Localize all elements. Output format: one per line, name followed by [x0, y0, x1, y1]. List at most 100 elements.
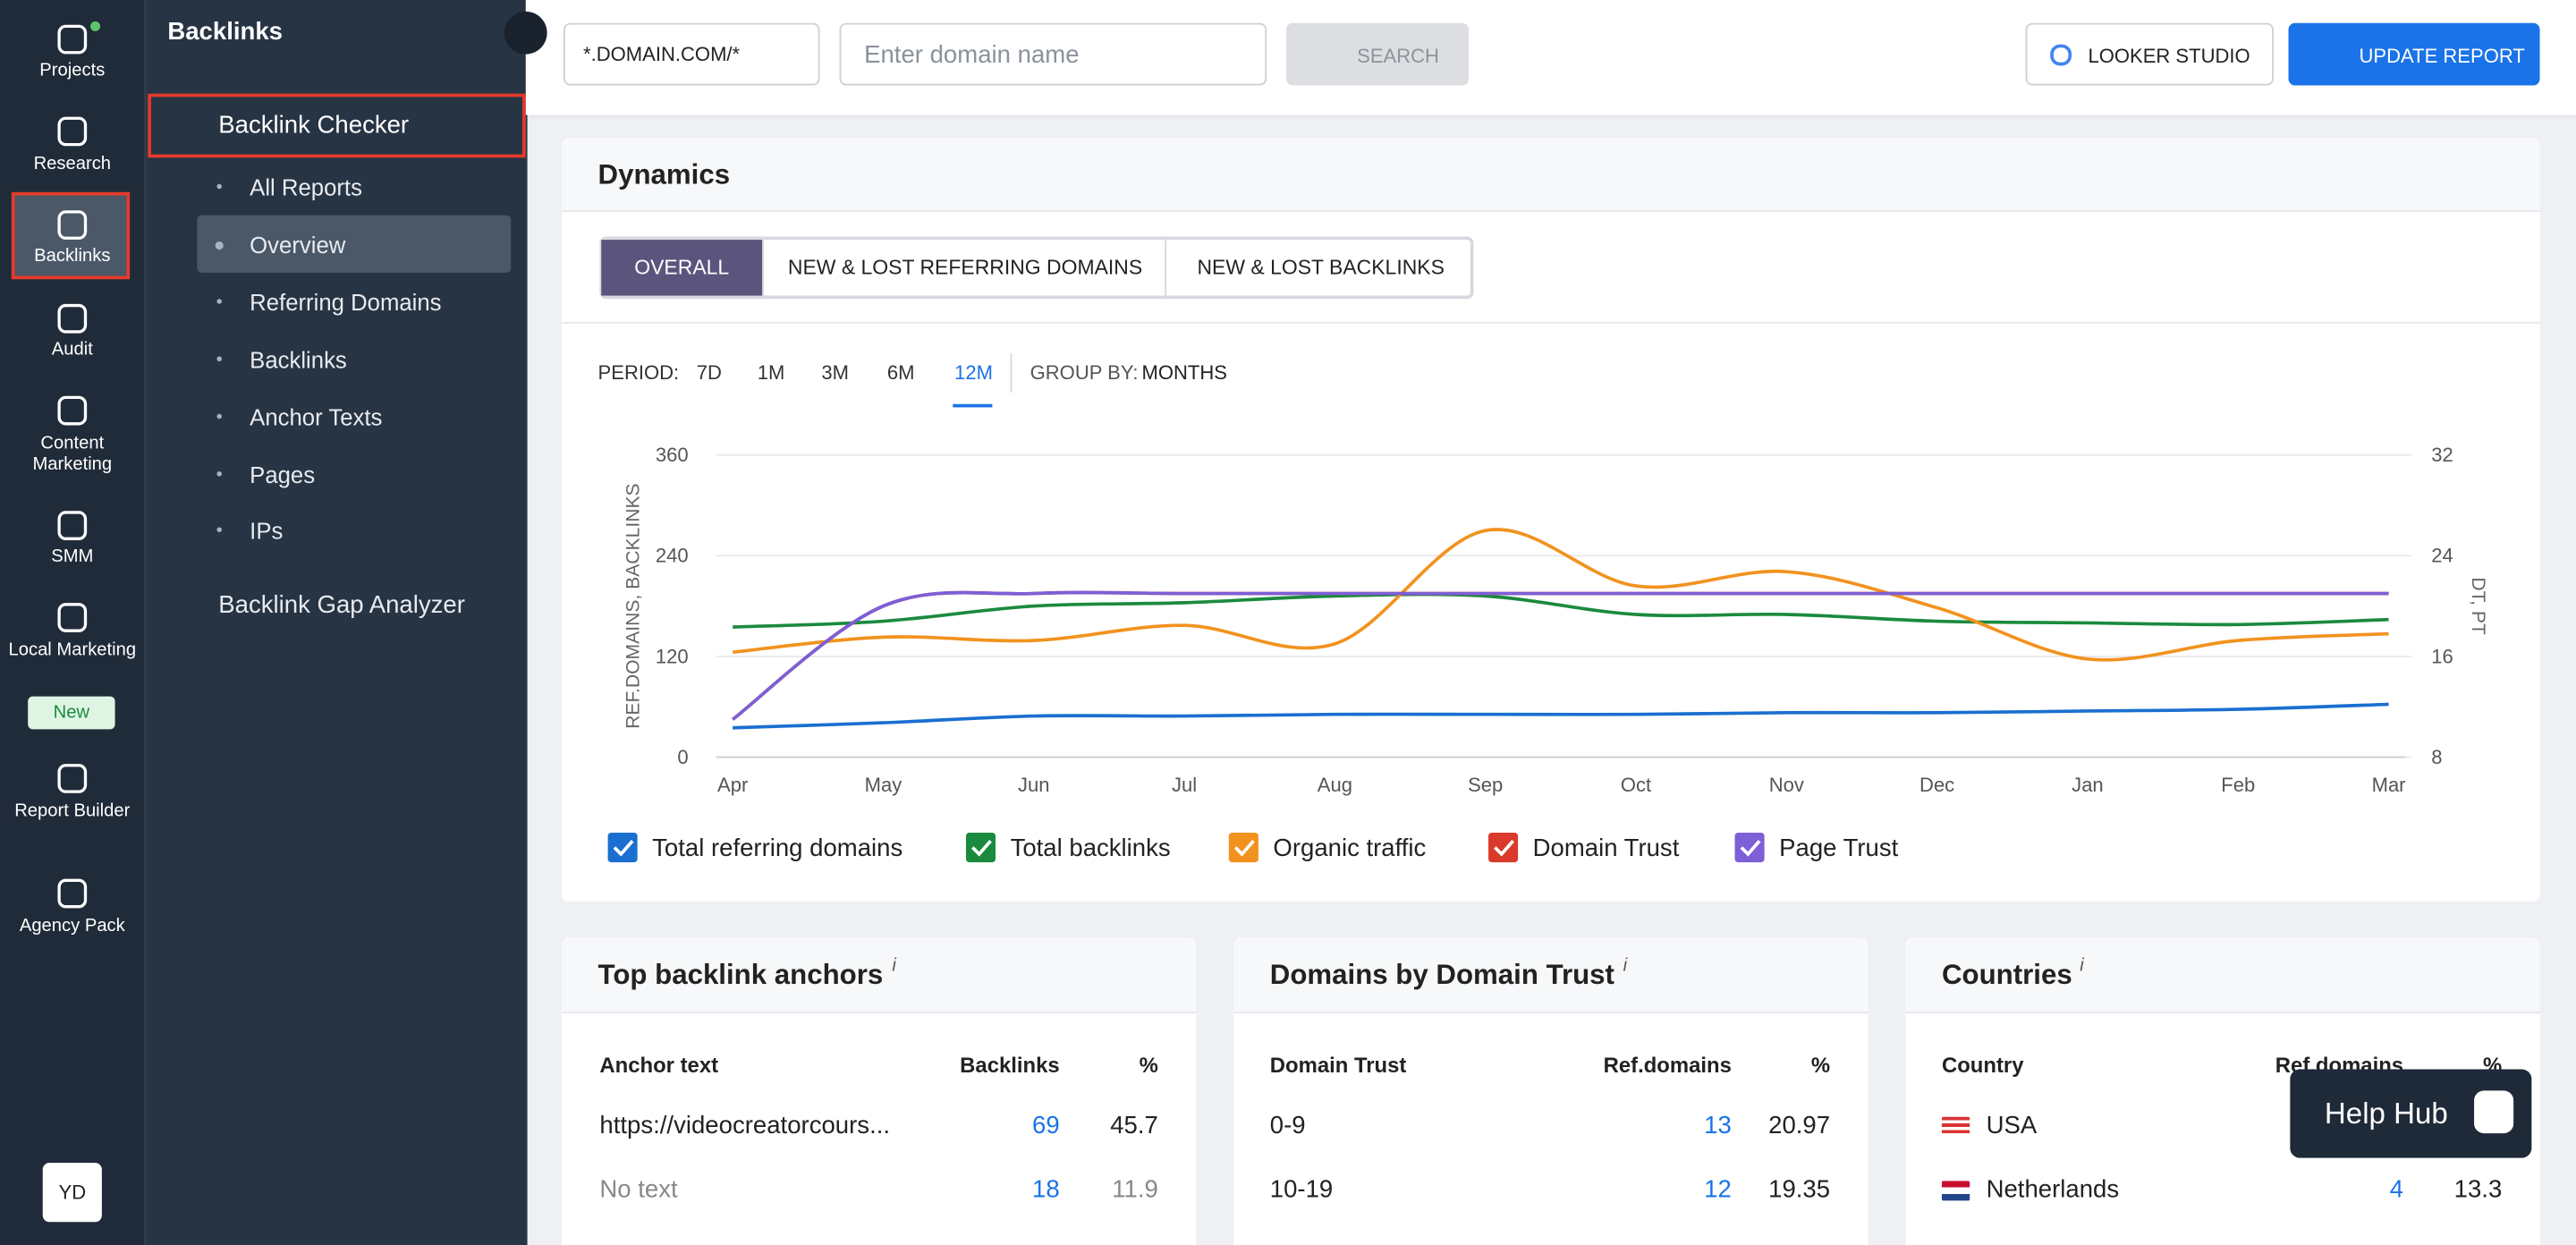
row-label: USA [1986, 1112, 2038, 1140]
icon-shape [57, 878, 88, 909]
tab[interactable]: NEW & LOST BACKLINKS [1165, 240, 1475, 296]
nav-item[interactable]: All Reports [250, 174, 362, 201]
nav-section[interactable]: Backlink Checker [218, 111, 410, 140]
rail-label[interactable]: Backlinks [34, 246, 111, 267]
legend-item[interactable]: Total backlinks [965, 833, 1171, 863]
y2-tick-label: 8 [2431, 746, 2442, 768]
icon-shape [57, 603, 88, 632]
rail-label[interactable]: Projects [39, 60, 106, 80]
row-count[interactable]: 13 [1704, 1112, 1732, 1140]
row-percent: 19.35 [1768, 1175, 1831, 1205]
collapse-button[interactable] [504, 11, 547, 55]
help-icon [2474, 1090, 2514, 1134]
nav-item[interactable]: IPs [250, 518, 284, 545]
rail-icon [57, 603, 88, 632]
nav-item[interactable]: Anchor Texts [250, 403, 383, 430]
domain-input[interactable] [839, 22, 1267, 86]
nav-bullet [216, 298, 222, 304]
group-value[interactable]: MONTHS [1141, 361, 1228, 385]
nav-bullet [216, 413, 222, 419]
icon-shape [57, 511, 88, 540]
x-tick-label: Apr [717, 774, 748, 796]
x-tick-label: Sep [1468, 774, 1503, 796]
tab[interactable]: NEW & LOST REFERRING DOMAINS [762, 240, 1166, 296]
update-label: UPDATE REPORT [2359, 44, 2525, 68]
info-icon[interactable]: i [892, 955, 896, 976]
x-tick-label: Aug [1318, 774, 1352, 796]
nav-other[interactable]: Backlink Gap Analyzer [218, 591, 465, 620]
legend-checkbox [607, 833, 638, 863]
rail-label[interactable]: Report Builder [14, 801, 131, 822]
rail-label[interactable]: Local Marketing [8, 640, 137, 661]
search-button[interactable] [1286, 22, 1470, 86]
info-icon[interactable]: i [1623, 955, 1628, 976]
nav-item[interactable]: Pages [250, 461, 316, 487]
rail-label[interactable]: SMM [51, 546, 94, 567]
y2-axis-label: DT, PT [2468, 577, 2488, 635]
legend-item[interactable]: Total referring domains [607, 833, 903, 863]
period-underline [953, 403, 993, 408]
nav-item[interactable]: Referring Domains [250, 288, 442, 316]
x-tick-label: Feb [2221, 774, 2255, 796]
period-option[interactable]: 12M [954, 361, 993, 385]
card-title: Top backlink anchors [597, 959, 884, 991]
nav-bullet [216, 183, 222, 190]
period-option[interactable]: 1M [757, 361, 785, 385]
rail-label[interactable]: Audit [51, 340, 93, 360]
x-tick-label: May [865, 774, 902, 796]
period-option[interactable]: 7D [696, 361, 722, 385]
series-line [733, 702, 2389, 730]
rail-label[interactable]: Content Marketing [32, 433, 113, 475]
row-count[interactable]: 12 [1704, 1175, 1732, 1205]
scope-select[interactable] [563, 22, 820, 86]
rail-icon [57, 395, 88, 426]
card-title: Countries [1941, 959, 2072, 991]
looker-button[interactable] [2025, 22, 2274, 86]
card-title: Dynamics [597, 159, 731, 191]
update-button[interactable] [2288, 22, 2540, 86]
legend-item[interactable]: Organic traffic [1228, 833, 1427, 863]
nav-bullet [216, 528, 222, 533]
card-header [562, 138, 2540, 212]
help-hub-button[interactable]: Help Hub [2290, 1069, 2532, 1158]
info-icon[interactable]: i [2080, 955, 2084, 976]
rail-icon [57, 210, 88, 240]
table-card: Top backlink anchors i Anchor text Backlink… [562, 937, 1197, 1245]
row-count[interactable]: 18 [1032, 1175, 1060, 1205]
legend-label: Domain Trust [1533, 834, 1680, 861]
legend-item[interactable]: Page Trust [1734, 833, 1899, 863]
rail-label[interactable]: Agency Pack [19, 916, 125, 936]
x-tick-label: Jan [2072, 774, 2104, 796]
active-rail-item [11, 191, 131, 280]
row-label: https://videocreatorcours... [599, 1112, 891, 1140]
period-option[interactable]: 6M [886, 361, 915, 385]
scope-value[interactable]: *.DOMAIN.COM/* [583, 42, 741, 66]
y-tick-label: 0 [677, 746, 688, 768]
icon-shape [57, 764, 88, 793]
icon-shape [57, 116, 88, 147]
nav-item[interactable]: Backlinks [250, 345, 347, 373]
line-chart: 0 120 240 360 8 16 24 32 REF.DOMAINS, BACKLINKS D… [607, 444, 2488, 863]
nav-item[interactable]: Overview [250, 231, 346, 258]
table-card: Countries i Country Ref.domains% USA Netherla… [1905, 937, 2540, 1245]
column-header: % [1139, 1053, 1158, 1078]
x-tick-label: Jun [1018, 774, 1050, 796]
flag [1941, 1116, 1970, 1137]
group-label: GROUP BY: [1030, 361, 1139, 385]
row-count[interactable]: 4 [2389, 1175, 2404, 1205]
column-header: % [1810, 1053, 1831, 1078]
tab[interactable]: OVERALL [601, 240, 763, 296]
row-label: 0-9 [1269, 1112, 1306, 1140]
rail-label[interactable]: Research [33, 154, 112, 174]
row-count[interactable]: 69 [1032, 1112, 1060, 1140]
avatar[interactable]: YD [42, 1163, 102, 1223]
series-line [733, 592, 2389, 629]
legend-item[interactable]: Domain Trust [1488, 833, 1680, 863]
input-placeholder: Enter domain name [864, 40, 1080, 70]
period-option[interactable]: 3M [821, 361, 849, 385]
rail-icon [57, 878, 88, 909]
x-tick-label: Oct [1621, 774, 1651, 796]
x-tick-label: Nov [1769, 774, 1804, 796]
x-tick-label: Mar [2372, 774, 2406, 796]
new-badge: New [28, 696, 115, 730]
